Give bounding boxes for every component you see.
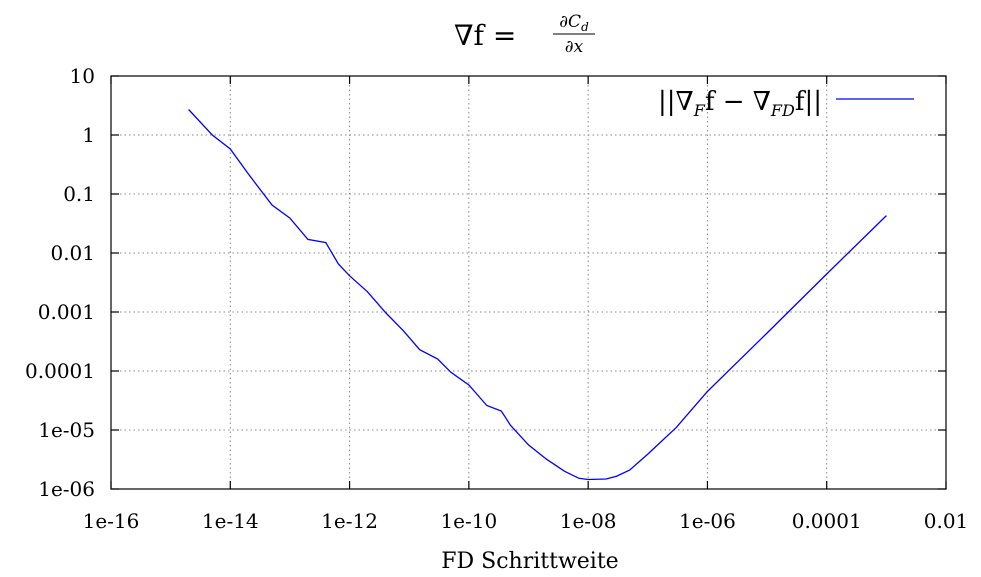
x-tick-label: 1e-16	[83, 509, 140, 533]
series-line	[188, 109, 887, 481]
plot-frame	[110, 75, 947, 490]
title-lhs: ∇f =	[454, 19, 516, 52]
grid-lines	[111, 76, 946, 489]
legend: ||∇Ff − ∇FDf||	[658, 87, 914, 120]
y-tick-labels: 10 1 0.1 0.01 0.001 0.0001 1e-05 1e-06	[25, 64, 95, 501]
y-tick-label: 1e-05	[38, 418, 95, 442]
title-denominator: ∂x	[565, 37, 584, 57]
title-numerator: ∂C	[559, 12, 581, 32]
x-tick-label: 1e-12	[321, 509, 378, 533]
x-axis-label: FD Schrittweite	[441, 549, 618, 574]
y-tick-label: 1	[82, 123, 95, 147]
x-tick-label: 1e-14	[202, 509, 259, 533]
svg-text:∇f =: ∇f =	[454, 19, 516, 52]
y-tick-label: 0.0001	[25, 359, 95, 383]
y-tick-label: 10	[70, 64, 95, 88]
legend-label: ||∇Ff − ∇FDf||	[658, 87, 822, 120]
x-tick-label: 0.0001	[792, 509, 862, 533]
x-tick-labels: 1e-16 1e-14 1e-12 1e-10 1e-08 1e-06 0.0001 0.01	[83, 509, 969, 533]
x-tick-label: 1e-10	[440, 509, 497, 533]
y-tick-label: 0.001	[38, 300, 95, 324]
x-tick-label: 0.01	[924, 509, 969, 533]
axis-ticks	[110, 75, 947, 490]
title-numerator-sub: d	[581, 20, 589, 34]
x-tick-label: 1e-08	[560, 509, 617, 533]
y-tick-label: 0.01	[50, 241, 95, 265]
y-tick-label: 1e-06	[38, 477, 95, 501]
y-tick-label: 0.1	[63, 182, 95, 206]
x-tick-label: 1e-06	[679, 509, 736, 533]
chart-title: ∇f = ∂Cd ∂x	[454, 12, 595, 57]
svg-text:∂Cd: ∂Cd	[559, 12, 589, 34]
